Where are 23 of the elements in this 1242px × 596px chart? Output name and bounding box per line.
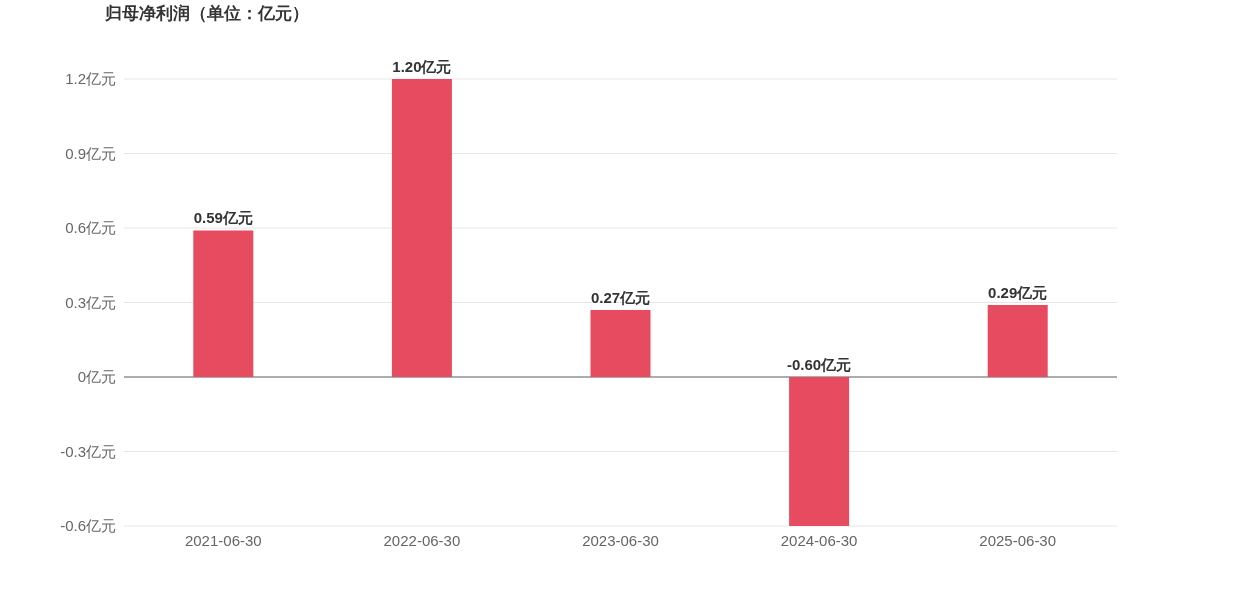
bar (789, 377, 850, 526)
data-label: 1.20亿元 (392, 58, 452, 75)
y-tick-label: -0.3亿元 (60, 442, 116, 460)
data-label: 0.59亿元 (193, 209, 253, 227)
x-tick-label: 2023-06-30 (582, 532, 659, 549)
chart-title: 归母净利润（单位：亿元） (104, 4, 309, 23)
y-tick-label: 0亿元 (77, 368, 116, 385)
bar (391, 79, 452, 377)
x-tick-label: 2025-06-30 (979, 532, 1057, 549)
data-label: -0.60亿元 (787, 356, 852, 373)
x-tick-label: 2021-06-30 (184, 532, 262, 549)
bar (590, 309, 651, 377)
data-label: 0.29亿元 (988, 283, 1048, 301)
x-tick-label: 2022-06-30 (383, 532, 461, 549)
x-tick-label: 2024-06-30 (780, 532, 858, 549)
data-label: 0.27亿元 (590, 288, 651, 306)
y-tick-label: 1.2亿元 (65, 70, 116, 87)
y-tick-label: -0.6亿元 (60, 517, 116, 534)
y-tick-label: 0.6亿元 (65, 219, 116, 236)
bar (987, 304, 1048, 377)
y-tick-label: 0.9亿元 (65, 144, 116, 162)
bar (193, 230, 254, 377)
y-tick-label: 0.3亿元 (65, 293, 116, 311)
